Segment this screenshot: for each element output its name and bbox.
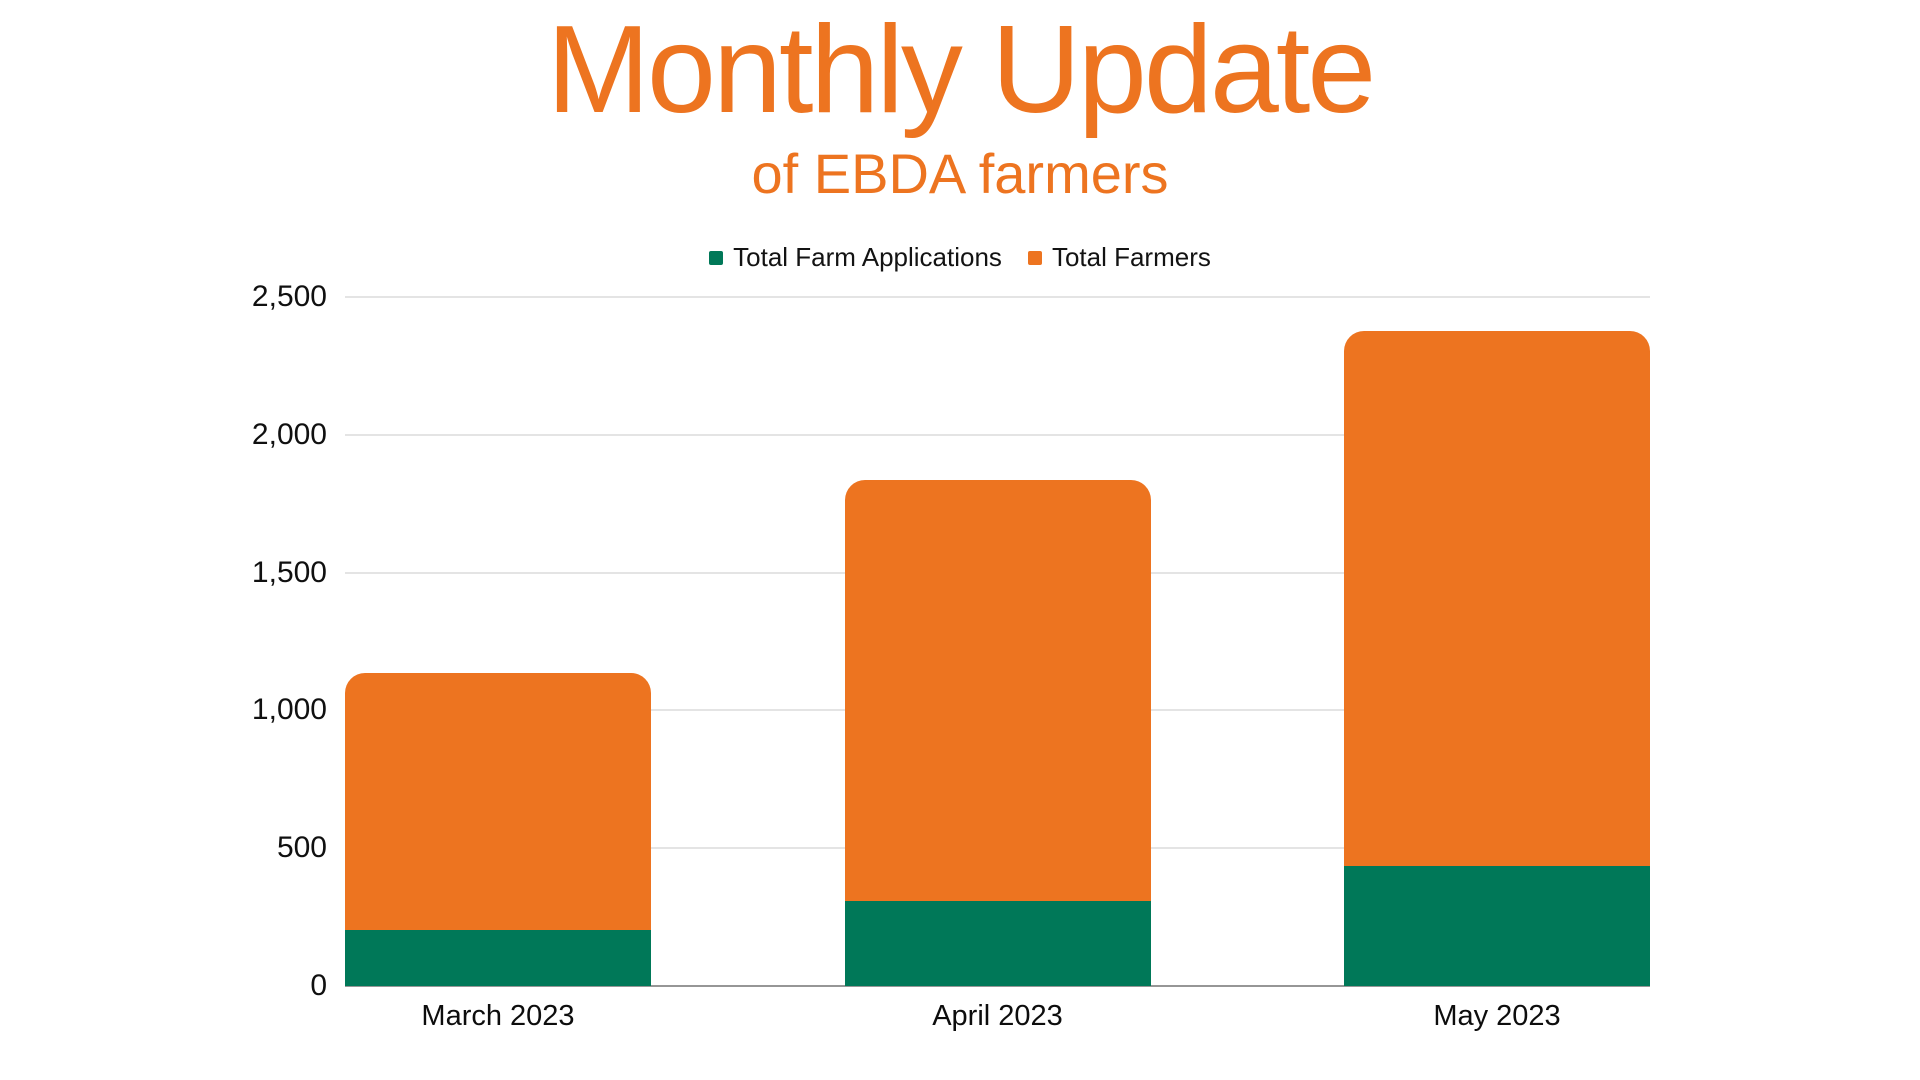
y-axis-tick-label: 1,500	[251, 555, 327, 589]
legend-item-total-farmers: Total Farmers	[1027, 242, 1211, 273]
legend-item-total-farm-applications: Total Farm Applications	[709, 242, 1002, 273]
legend-swatch-icon	[709, 250, 724, 265]
legend: Total Farm Applications Total Farmers	[0, 242, 1920, 273]
bar-segment-total-farmers-april-2023	[844, 480, 1151, 901]
chart-title: Monthly Update	[546, 1, 1376, 139]
x-axis-label-may-2023: May 2023	[1433, 1000, 1561, 1032]
y-axis-tick-label: 1,000	[251, 693, 327, 727]
bar-march-2023	[345, 673, 651, 986]
y-axis-tick-label: 2,000	[251, 417, 327, 451]
legend-item-label: Total Farmers	[1051, 242, 1211, 272]
bar-segment-total-farm-applications-may-2023	[1344, 866, 1650, 986]
bar-segment-total-farmers-may-2023	[1344, 331, 1650, 867]
x-axis-label-march-2023: March 2023	[421, 1000, 575, 1032]
bar-may-2023	[1344, 331, 1650, 986]
plot-area: 0 500 1,000 1,500 2,000 2,500 March 2023 April …	[252, 280, 1650, 1032]
y-axis-tick-label: 2,500	[251, 280, 327, 313]
bar-april-2023	[844, 480, 1151, 986]
bar-segment-total-farmers-march-2023	[345, 673, 651, 930]
y-axis-tick-label: 0	[310, 969, 327, 1002]
bar-segment-total-farm-applications-march-2023	[345, 929, 651, 986]
gridline	[345, 296, 1650, 298]
y-axis-tick-label: 500	[276, 831, 327, 865]
chart-subtitle: of EBDA farmers	[751, 142, 1169, 205]
bar-segment-total-farm-applications-april-2023	[844, 900, 1151, 986]
legend-item-label: Total Farm Applications	[733, 242, 1002, 272]
gridline	[345, 433, 1650, 436]
x-axis-label-april-2023: April 2023	[932, 1000, 1063, 1032]
x-axis-baseline	[345, 985, 1650, 987]
legend-swatch-icon	[1027, 250, 1042, 265]
